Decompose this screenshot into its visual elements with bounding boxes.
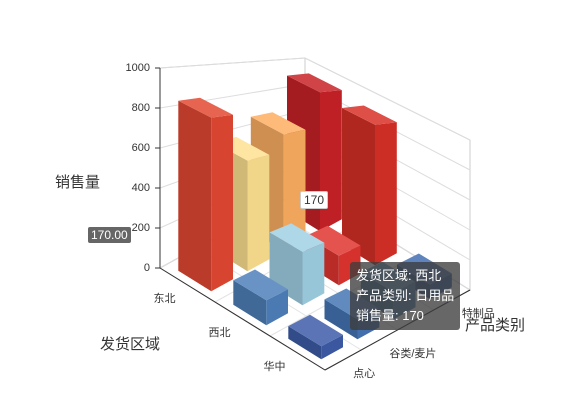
bar [342, 105, 397, 266]
y-tick-label: 800 [132, 102, 150, 114]
bar [178, 97, 233, 292]
x-tick-label: 西北 [209, 326, 231, 339]
bar-face [178, 100, 212, 292]
x-tick-label: 东北 [154, 292, 176, 305]
bar-face [288, 314, 343, 347]
bar-face [178, 97, 233, 118]
bar-face [321, 334, 343, 360]
bar-face [342, 108, 375, 266]
axis-pointer-label: 170.00 [88, 227, 131, 243]
y-tick-label: 200 [132, 222, 150, 234]
z-tick-label: 谷类/麦片 [389, 346, 436, 360]
bar-face [305, 225, 361, 256]
x-tick-label: 华中 [264, 359, 286, 373]
z-tick-label: 特制品 [462, 306, 495, 320]
x-axis-name: 发货区域 [100, 336, 160, 353]
tooltip-line: 销售量: 170 [356, 308, 424, 323]
bar-face [324, 299, 358, 340]
grid-line [304, 57, 471, 141]
x-axis [159, 267, 326, 371]
bar-face [233, 280, 267, 326]
bar-face [375, 122, 397, 266]
tooltip-line: 发货区域: 西北 [356, 268, 442, 283]
bar-face [283, 129, 306, 252]
y-tick-label: 1000 [126, 62, 150, 74]
bar-face [342, 105, 397, 125]
bar-face [266, 289, 288, 326]
bar [269, 223, 325, 306]
bar-face [247, 154, 270, 272]
bar-face [302, 242, 325, 306]
tooltip-line: 产品类别: 日用品 [356, 288, 455, 303]
bar-face [233, 269, 288, 301]
tooltip: 发货区域: 西北 产品类别: 日用品 销售量: 170 [350, 262, 461, 330]
bar-face [250, 112, 306, 135]
bar-face [211, 114, 233, 292]
y-tick-label: 400 [132, 182, 150, 194]
y-tick-label: 0 [144, 262, 150, 274]
bar-face [288, 326, 322, 360]
bar-face [287, 73, 342, 93]
bar-face [269, 223, 325, 252]
bar [288, 314, 343, 360]
z-tick-label: 点心 [353, 367, 375, 380]
z-axis-name: 产品类别 [465, 317, 525, 334]
bar-label: 170 [300, 191, 329, 209]
y-axis-name: 销售量 [55, 174, 100, 191]
bar-face [320, 90, 342, 232]
bar [233, 269, 288, 326]
grid-line [159, 57, 306, 69]
y-tick-label: 600 [132, 142, 150, 154]
